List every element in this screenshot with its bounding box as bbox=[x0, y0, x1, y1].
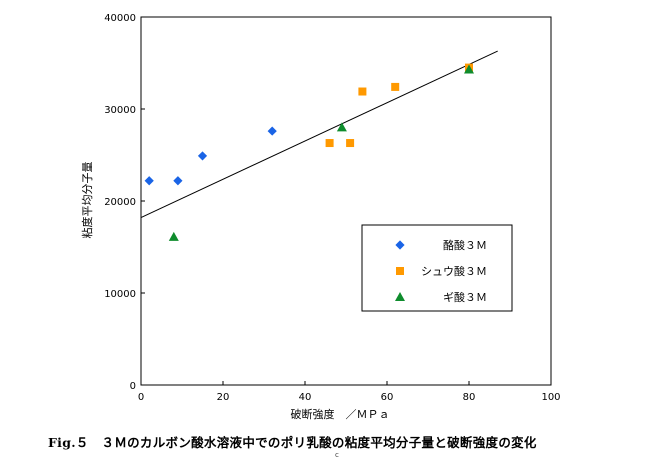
data-point-diamond bbox=[173, 176, 183, 186]
legend-marker-triangle bbox=[395, 292, 405, 301]
x-tick-label: 20 bbox=[217, 392, 230, 403]
legend-label: 酪酸３Ｍ bbox=[443, 238, 487, 252]
x-tick-label: 0 bbox=[138, 392, 144, 403]
x-tick-label: 80 bbox=[463, 392, 476, 403]
data-point-triangle bbox=[168, 231, 179, 241]
y-tick-label: 30000 bbox=[104, 105, 136, 116]
x-tick-label: 40 bbox=[299, 392, 312, 403]
y-tick-label: 10000 bbox=[104, 289, 136, 300]
legend-label: シュウ酸３Ｍ bbox=[421, 264, 487, 278]
y-tick-label: 40000 bbox=[104, 13, 136, 24]
plot-border bbox=[140, 16, 552, 386]
axis-ticks: 0 20 40 60 80 100 0 10000 20000 30000 40000 bbox=[104, 13, 560, 403]
data-point-square bbox=[346, 139, 355, 148]
scatter-chart: 0 20 40 60 80 100 0 10000 20000 30000 40000 破断強度 ／… bbox=[80, 13, 561, 421]
y-axis-label: 粘度平均分子量 bbox=[80, 162, 94, 239]
legend-marker-square bbox=[396, 267, 404, 275]
plot-area bbox=[140, 16, 552, 386]
data-point-triangle bbox=[464, 64, 474, 74]
x-axis-label: 破断強度 ／ＭＰａ bbox=[291, 407, 390, 421]
page-marker: c bbox=[335, 451, 339, 459]
legend: 酪酸３Ｍ シュウ酸３Ｍ ギ酸３Ｍ bbox=[361, 224, 513, 312]
data-point-square bbox=[325, 139, 334, 148]
x-tick-label: 60 bbox=[381, 392, 394, 403]
data-point-diamond bbox=[144, 176, 154, 186]
y-tick-label: 20000 bbox=[104, 197, 136, 208]
legend-label: ギ酸３Ｍ bbox=[443, 290, 487, 304]
trendline bbox=[140, 50, 498, 219]
data-point-diamond bbox=[197, 151, 208, 161]
data-point-diamond bbox=[267, 126, 277, 136]
data-point-square bbox=[358, 87, 367, 96]
x-tick-label: 100 bbox=[541, 392, 560, 403]
y-tick-label: 0 bbox=[130, 381, 136, 392]
data-point-square bbox=[391, 82, 400, 91]
trendline-layer bbox=[140, 50, 498, 219]
legend-marker-diamond bbox=[395, 240, 405, 250]
data-points bbox=[144, 63, 474, 241]
legend-box bbox=[361, 224, 513, 312]
figure-caption: Fig.５ ３Ｍのカルボン酸水溶液中でのポリ乳酸の粘度平均分子量と破断強度の変化 bbox=[48, 435, 537, 450]
data-point-triangle bbox=[336, 122, 347, 132]
